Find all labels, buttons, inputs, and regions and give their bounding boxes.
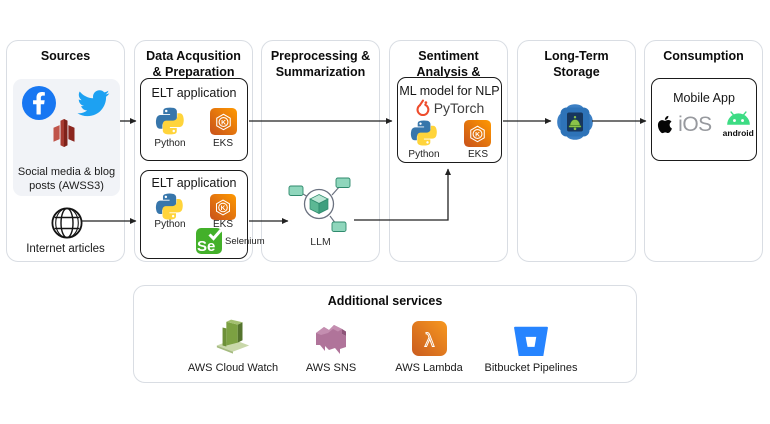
python-label: Python (154, 138, 186, 149)
python-icon (155, 106, 185, 136)
facebook-icon (22, 86, 56, 120)
lambda-icon: λ (411, 316, 447, 356)
python-icon (155, 192, 184, 221)
column-title: Preprocessing & Summarization (270, 49, 371, 79)
internet-caption: Internet articles (26, 243, 105, 255)
eks-label: EKS (212, 219, 233, 230)
storage-db-icon (556, 103, 594, 141)
android-group: android (723, 111, 754, 138)
python-label: Python (154, 219, 186, 230)
eks-icon: K (210, 108, 237, 135)
cloudwatch-icon (214, 316, 252, 356)
twitter-icon (77, 88, 110, 118)
social-media-caption: Social media & blog posts (AWSS3) (17, 166, 116, 192)
mobile-platforms: iOS android (652, 111, 756, 138)
ios-group: iOS (654, 112, 712, 137)
service-cloudwatch: AWS Cloud Watch (173, 316, 293, 374)
selenium-label: Selenium (225, 236, 265, 247)
service-bitbucket: Bitbucket Pipelines (461, 316, 601, 374)
column-title: Long-Term Storage (544, 49, 609, 79)
elt-app-2: ELT application K Python EKS Se Selenium (140, 170, 265, 259)
mobile-app-box: Mobile App iOS android (651, 78, 757, 161)
ios-label: iOS (678, 112, 712, 136)
sns-icon (312, 316, 350, 356)
llm-caption: LLM (310, 236, 331, 248)
svg-text:Se: Se (197, 238, 215, 254)
eks-label: EKS (212, 138, 233, 149)
svg-text:λ: λ (424, 329, 434, 351)
bitbucket-icon (514, 316, 548, 356)
ml-model-box: ML model for NLP PyTorch K Python EKS (397, 77, 502, 163)
column-title: Data Acqusition & Preparation (146, 49, 241, 79)
python-icon (410, 119, 438, 147)
apple-icon (654, 112, 676, 137)
selenium-icon: Se (196, 228, 222, 254)
eks-label: EKS (467, 149, 488, 160)
pytorch-label: PyTorch (433, 99, 485, 116)
service-label: AWS SNS (305, 362, 357, 374)
s3-icon (50, 117, 78, 149)
column-sources: Sources Social media & blog posts (AWSS3… (6, 40, 125, 262)
service-label: AWS Lambda (395, 362, 463, 374)
node-title: Mobile App (673, 91, 735, 105)
node-title: ELT application (151, 86, 237, 100)
svg-text:K: K (475, 132, 480, 139)
python-label: Python (408, 149, 440, 160)
svg-text:K: K (221, 205, 226, 212)
globe-icon (51, 207, 83, 239)
svg-text:K: K (221, 120, 226, 127)
service-sns: AWS SNS (281, 316, 381, 374)
node-title: ELT application (151, 176, 237, 190)
service-lambda: λ AWS Lambda (379, 316, 479, 374)
panel-title: Additional services (327, 294, 443, 308)
pytorch-icon (415, 99, 430, 116)
android-label: android (722, 128, 754, 138)
llm-icon (288, 177, 354, 235)
android-icon (726, 111, 751, 126)
pytorch-logo: PyTorch (398, 99, 501, 116)
column-storage: Long-Term Storage (517, 40, 636, 262)
node-title: ML model for NLP (399, 84, 500, 98)
additional-services-panel: Additional services AWS Cloud Watch (133, 285, 637, 383)
elt-app-1: ELT application K Python EKS (140, 78, 248, 161)
social-media-group: Social media & blog posts (AWSS3) (13, 79, 120, 196)
eks-icon: K (464, 120, 491, 147)
column-preprocessing: Preprocessing & Summarization LLM (261, 40, 380, 262)
service-label: AWS Cloud Watch (187, 362, 279, 374)
column-title: Sources (40, 49, 91, 63)
column-title: Consumption (663, 49, 744, 63)
eks-icon: K (210, 194, 236, 220)
service-label: Bitbucket Pipelines (484, 362, 578, 374)
